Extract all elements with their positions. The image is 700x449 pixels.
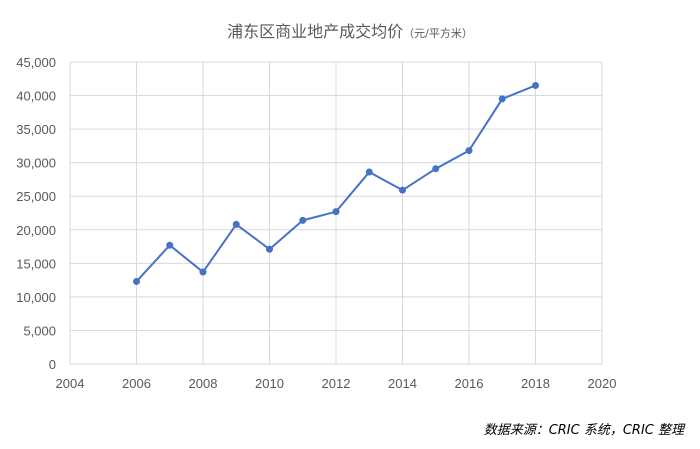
y-tick-label: 0 [49,357,56,372]
y-tick-label: 15,000 [16,256,56,271]
x-tick-label: 2008 [189,376,218,391]
chart-unit-text: （元/平方米） [403,27,473,40]
data-point [199,268,207,276]
data-point [266,245,273,253]
data-point [498,95,506,103]
y-tick-label: 5,000 [23,323,56,338]
y-tick-label: 40,000 [16,89,56,104]
x-tick-label: 2006 [122,376,151,391]
x-tick-label: 2014 [388,376,417,391]
data-point [399,186,406,194]
data-point [432,165,440,173]
source-note: 数据来源：CRIC 系统，CRIC 整理 [483,423,684,438]
data-point [299,216,307,224]
chart-title: 浦东区商业地产成交均价（元/平方米） [0,18,700,42]
x-tick-label: 2010 [255,376,284,391]
data-point [532,81,539,89]
y-tick-label: 20,000 [16,223,56,238]
y-tick-label: 25,000 [16,189,56,204]
x-tick-label: 2020 [588,376,617,391]
y-tick-label: 10,000 [16,290,56,305]
data-point [465,147,473,155]
data-point [365,168,373,176]
data-point [133,277,140,285]
y-tick-label: 35,000 [16,122,56,137]
y-tick-label: 45,000 [16,55,56,70]
data-point [166,241,174,249]
x-tick-label: 2012 [322,376,351,391]
x-tick-label: 2004 [56,376,85,391]
y-tick-label: 30,000 [16,156,56,171]
x-tick-label: 2018 [521,376,550,391]
data-point [332,208,340,216]
chart-title-text: 浦东区商业地产成交均价 [227,22,404,41]
x-tick-label: 2016 [455,376,484,391]
data-point [232,220,240,228]
